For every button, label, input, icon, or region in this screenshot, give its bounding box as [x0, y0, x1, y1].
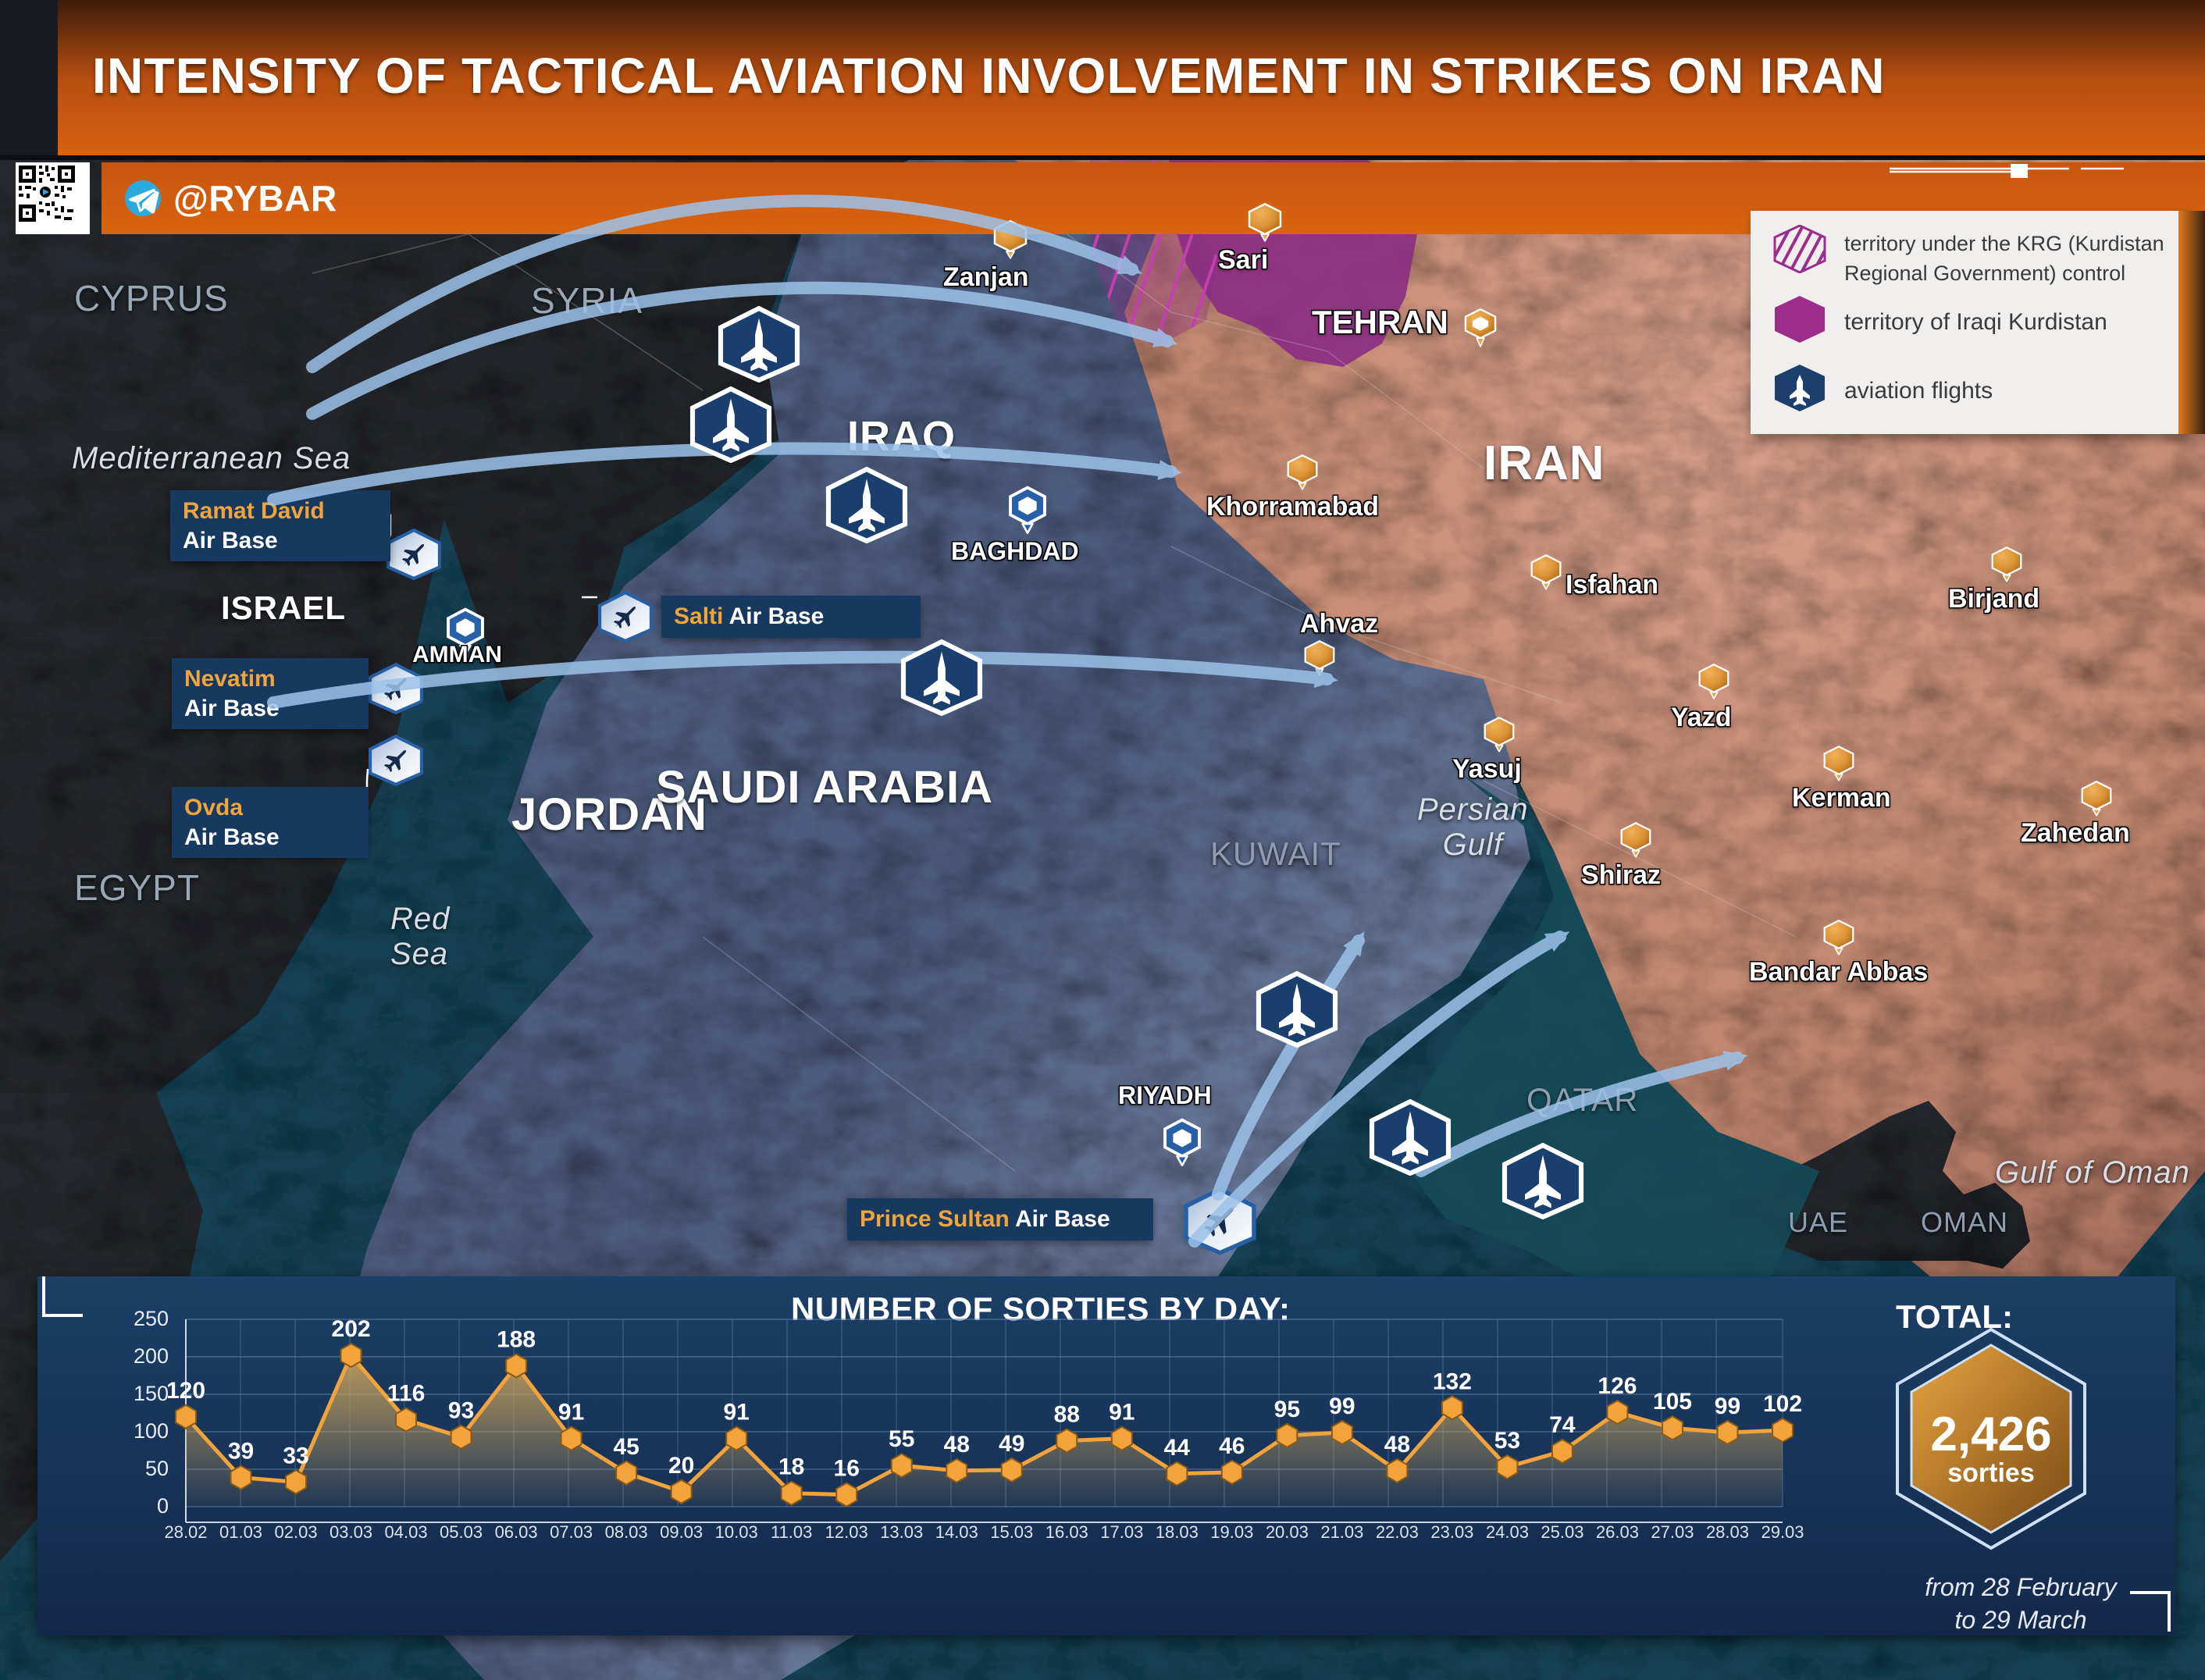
svg-text:93: 93: [448, 1398, 474, 1424]
svg-text:13.03: 13.03: [880, 1522, 923, 1542]
svg-text:250: 250: [134, 1307, 169, 1330]
svg-text:01.03: 01.03: [219, 1522, 262, 1542]
svg-text:53: 53: [1494, 1428, 1520, 1454]
svg-text:39: 39: [228, 1439, 254, 1465]
svg-text:28.03: 28.03: [1706, 1522, 1749, 1542]
svg-text:25.03: 25.03: [1541, 1522, 1583, 1542]
svg-text:11.03: 11.03: [771, 1522, 812, 1542]
svg-text:102: 102: [1763, 1391, 1802, 1417]
svg-text:23.03: 23.03: [1430, 1522, 1473, 1542]
svg-text:09.03: 09.03: [660, 1522, 703, 1542]
svg-text:188: 188: [497, 1327, 536, 1353]
svg-text:06.03: 06.03: [495, 1522, 538, 1542]
svg-text:26.03: 26.03: [1596, 1522, 1639, 1542]
svg-text:116: 116: [387, 1381, 425, 1407]
svg-text:22.03: 22.03: [1376, 1522, 1419, 1542]
svg-text:24.03: 24.03: [1486, 1522, 1529, 1542]
svg-text:49: 49: [999, 1431, 1024, 1457]
svg-text:14.03: 14.03: [935, 1522, 978, 1542]
svg-text:sorties: sorties: [1947, 1458, 2035, 1488]
svg-text:27.03: 27.03: [1651, 1522, 1694, 1542]
svg-text:21.03: 21.03: [1320, 1522, 1363, 1542]
svg-text:126: 126: [1598, 1373, 1637, 1399]
svg-text:19.03: 19.03: [1210, 1522, 1253, 1542]
svg-text:44: 44: [1164, 1435, 1191, 1461]
svg-text:91: 91: [1109, 1400, 1135, 1426]
svg-text:33: 33: [283, 1443, 308, 1468]
svg-text:16.03: 16.03: [1046, 1522, 1088, 1542]
svg-text:18.03: 18.03: [1156, 1522, 1199, 1542]
svg-text:02.03: 02.03: [275, 1522, 318, 1542]
svg-text:150: 150: [134, 1382, 169, 1405]
svg-text:100: 100: [134, 1419, 169, 1443]
svg-text:74: 74: [1549, 1412, 1576, 1438]
svg-text:99: 99: [1329, 1393, 1355, 1419]
svg-text:17.03: 17.03: [1100, 1522, 1143, 1542]
svg-text:50: 50: [145, 1457, 169, 1480]
svg-text:91: 91: [558, 1400, 584, 1426]
svg-text:91: 91: [723, 1400, 749, 1426]
svg-text:132: 132: [1433, 1369, 1472, 1394]
svg-text:200: 200: [134, 1344, 169, 1368]
svg-text:48: 48: [944, 1432, 970, 1458]
svg-text:08.03: 08.03: [605, 1522, 648, 1542]
svg-text:0: 0: [157, 1494, 169, 1518]
svg-text:16: 16: [834, 1456, 860, 1482]
svg-text:03.03: 03.03: [330, 1522, 372, 1542]
svg-text:28.02: 28.02: [164, 1522, 207, 1542]
svg-text:18: 18: [778, 1454, 804, 1480]
svg-text:99: 99: [1715, 1393, 1740, 1419]
svg-text:15.03: 15.03: [990, 1522, 1033, 1542]
svg-text:120: 120: [166, 1378, 205, 1404]
svg-text:05.03: 05.03: [440, 1522, 483, 1542]
svg-text:45: 45: [613, 1434, 639, 1460]
svg-text:46: 46: [1219, 1433, 1245, 1459]
svg-text:95: 95: [1274, 1397, 1300, 1422]
svg-text:29.03: 29.03: [1761, 1522, 1804, 1542]
svg-text:20: 20: [668, 1453, 694, 1479]
svg-text:04.03: 04.03: [385, 1522, 428, 1542]
svg-text:2,426: 2,426: [1930, 1408, 2051, 1461]
svg-text:105: 105: [1653, 1389, 1692, 1415]
svg-text:55: 55: [889, 1426, 914, 1452]
svg-text:202: 202: [332, 1316, 371, 1342]
svg-text:10.03: 10.03: [715, 1522, 758, 1542]
svg-text:07.03: 07.03: [550, 1522, 593, 1542]
svg-text:20.03: 20.03: [1266, 1522, 1309, 1542]
svg-text:88: 88: [1054, 1402, 1080, 1428]
svg-text:12.03: 12.03: [825, 1522, 868, 1542]
svg-text:48: 48: [1384, 1432, 1410, 1458]
